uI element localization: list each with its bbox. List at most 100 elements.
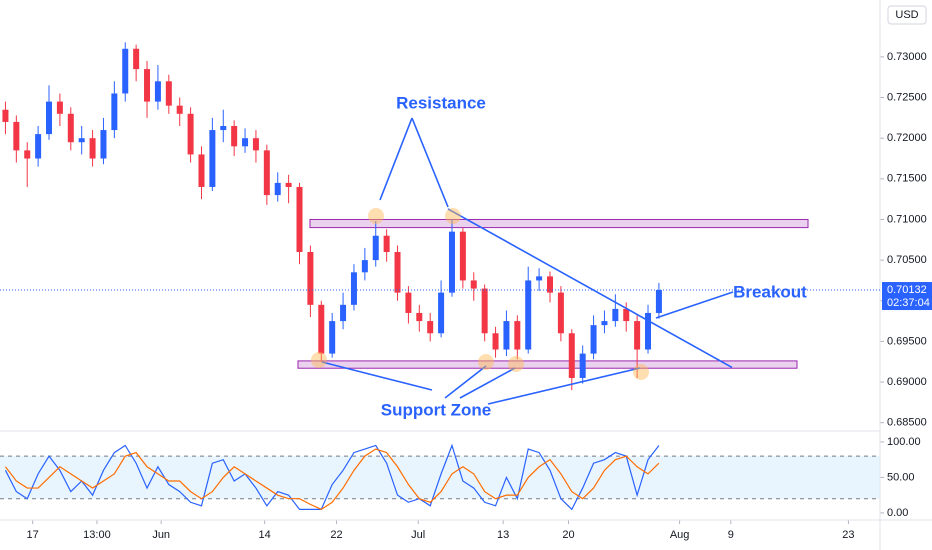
candle-body — [56, 101, 63, 114]
candle-body — [645, 312, 652, 350]
candle-body — [263, 150, 270, 196]
arrow — [379, 117, 413, 201]
arrow — [487, 367, 641, 405]
candle-body — [67, 113, 74, 143]
y-tick-label: 0.72500 — [887, 91, 927, 103]
candle-body — [187, 113, 194, 155]
trendline — [447, 208, 733, 369]
candle-body — [525, 280, 532, 350]
x-tick-label: 9 — [728, 529, 734, 541]
y-tick-label: 50.00 — [887, 471, 915, 483]
y-tick-label: 0.70500 — [887, 254, 927, 266]
highlight — [478, 354, 494, 370]
x-tick-label: Jul — [411, 529, 425, 541]
arrow — [655, 291, 734, 319]
arrow — [459, 367, 516, 399]
candle-body — [252, 138, 259, 151]
candle-body — [231, 125, 238, 147]
candle-body — [514, 321, 521, 350]
annotation: Support Zone — [381, 400, 491, 419]
annotation: Breakout — [733, 282, 807, 301]
candle-body — [111, 93, 118, 131]
currency-box[interactable] — [887, 5, 927, 25]
candle-body — [122, 48, 129, 94]
candle-body — [448, 231, 455, 293]
candle-body — [35, 134, 42, 159]
candle-body — [438, 292, 445, 334]
candle-body — [536, 276, 543, 281]
candle-body — [154, 81, 161, 102]
candle-body — [242, 138, 249, 147]
highlight — [368, 208, 384, 224]
annotation-arrows — [321, 117, 734, 405]
candle-body — [285, 182, 292, 187]
candle-body — [144, 69, 151, 102]
highlight-circles — [311, 208, 649, 380]
candle-body — [361, 260, 368, 273]
currency[interactable]: USD — [895, 9, 918, 21]
candle-body — [133, 48, 140, 70]
candle-body — [296, 186, 303, 252]
candle-body — [78, 138, 85, 143]
candle-body — [503, 321, 510, 350]
candle-body — [470, 280, 477, 289]
candle-body — [612, 308, 619, 322]
y-tick-label: 0.71000 — [887, 213, 927, 225]
x-tick-label: Jun — [152, 529, 170, 541]
candle-body — [46, 101, 53, 135]
stoch-line — [4, 448, 660, 511]
candle-body — [350, 272, 357, 305]
y-tick-label: 0.00 — [887, 507, 908, 519]
candle-body — [655, 290, 662, 313]
candle-body — [394, 251, 401, 293]
candle-body — [601, 321, 608, 326]
candle-body — [623, 308, 630, 322]
candle-body — [568, 333, 575, 378]
last-price-label: 0.70132 — [887, 284, 927, 296]
candle-body — [329, 321, 336, 354]
annotation: Resistance — [396, 93, 486, 112]
candle-body — [318, 304, 325, 354]
candle-body — [24, 150, 31, 159]
x-tick-label: 14 — [259, 529, 271, 541]
candle-body — [165, 81, 172, 106]
candle-body — [13, 121, 20, 151]
x-tick-label: 23 — [842, 529, 854, 541]
candle-body — [209, 130, 216, 187]
arrow — [444, 365, 487, 399]
candle-body — [579, 353, 586, 378]
candle-body — [198, 154, 205, 187]
y-tick-label: 100.00 — [887, 436, 921, 448]
candle-body — [481, 288, 488, 334]
x-tick-label: Aug — [670, 529, 690, 541]
y-tick-label: 0.68500 — [887, 417, 927, 429]
candle-body — [383, 235, 390, 252]
highlight — [508, 356, 524, 372]
stoch-line — [4, 443, 660, 511]
y-tick-label: 0.69000 — [887, 376, 927, 388]
candle-body — [372, 235, 379, 261]
candle-body — [220, 125, 227, 131]
zone — [309, 218, 809, 229]
y-tick-label: 0.69500 — [887, 335, 927, 347]
candle-body — [590, 325, 597, 354]
y-tick-label: 0.73000 — [887, 51, 927, 63]
x-tick-label: 22 — [330, 529, 342, 541]
highlight — [311, 352, 327, 368]
candle-body — [307, 251, 314, 305]
candle-body — [89, 138, 96, 159]
candle-body — [416, 312, 423, 322]
y-tick-label: 0.71500 — [887, 173, 927, 185]
candle-body — [492, 333, 499, 350]
candle-body — [427, 321, 434, 334]
candle-body — [340, 304, 347, 322]
x-tick-label: 13:00 — [83, 529, 111, 541]
countdown: 02:37:04 — [887, 297, 930, 309]
zone — [297, 360, 798, 369]
highlight — [633, 364, 649, 380]
candle-body — [557, 292, 564, 334]
candle-body — [274, 182, 281, 196]
candle-body — [176, 105, 183, 114]
